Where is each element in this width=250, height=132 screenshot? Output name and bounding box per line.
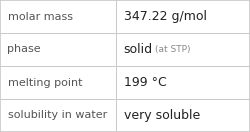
Text: (at STP): (at STP) (155, 45, 191, 54)
Text: 347.22 g/mol: 347.22 g/mol (124, 10, 207, 23)
Text: molar mass: molar mass (8, 11, 72, 22)
Text: solubility in water: solubility in water (8, 110, 107, 121)
Text: 199 °C: 199 °C (124, 76, 166, 89)
Text: very soluble: very soluble (124, 109, 200, 122)
Text: phase: phase (8, 44, 41, 55)
Text: solid: solid (124, 43, 153, 56)
Text: melting point: melting point (8, 77, 82, 88)
